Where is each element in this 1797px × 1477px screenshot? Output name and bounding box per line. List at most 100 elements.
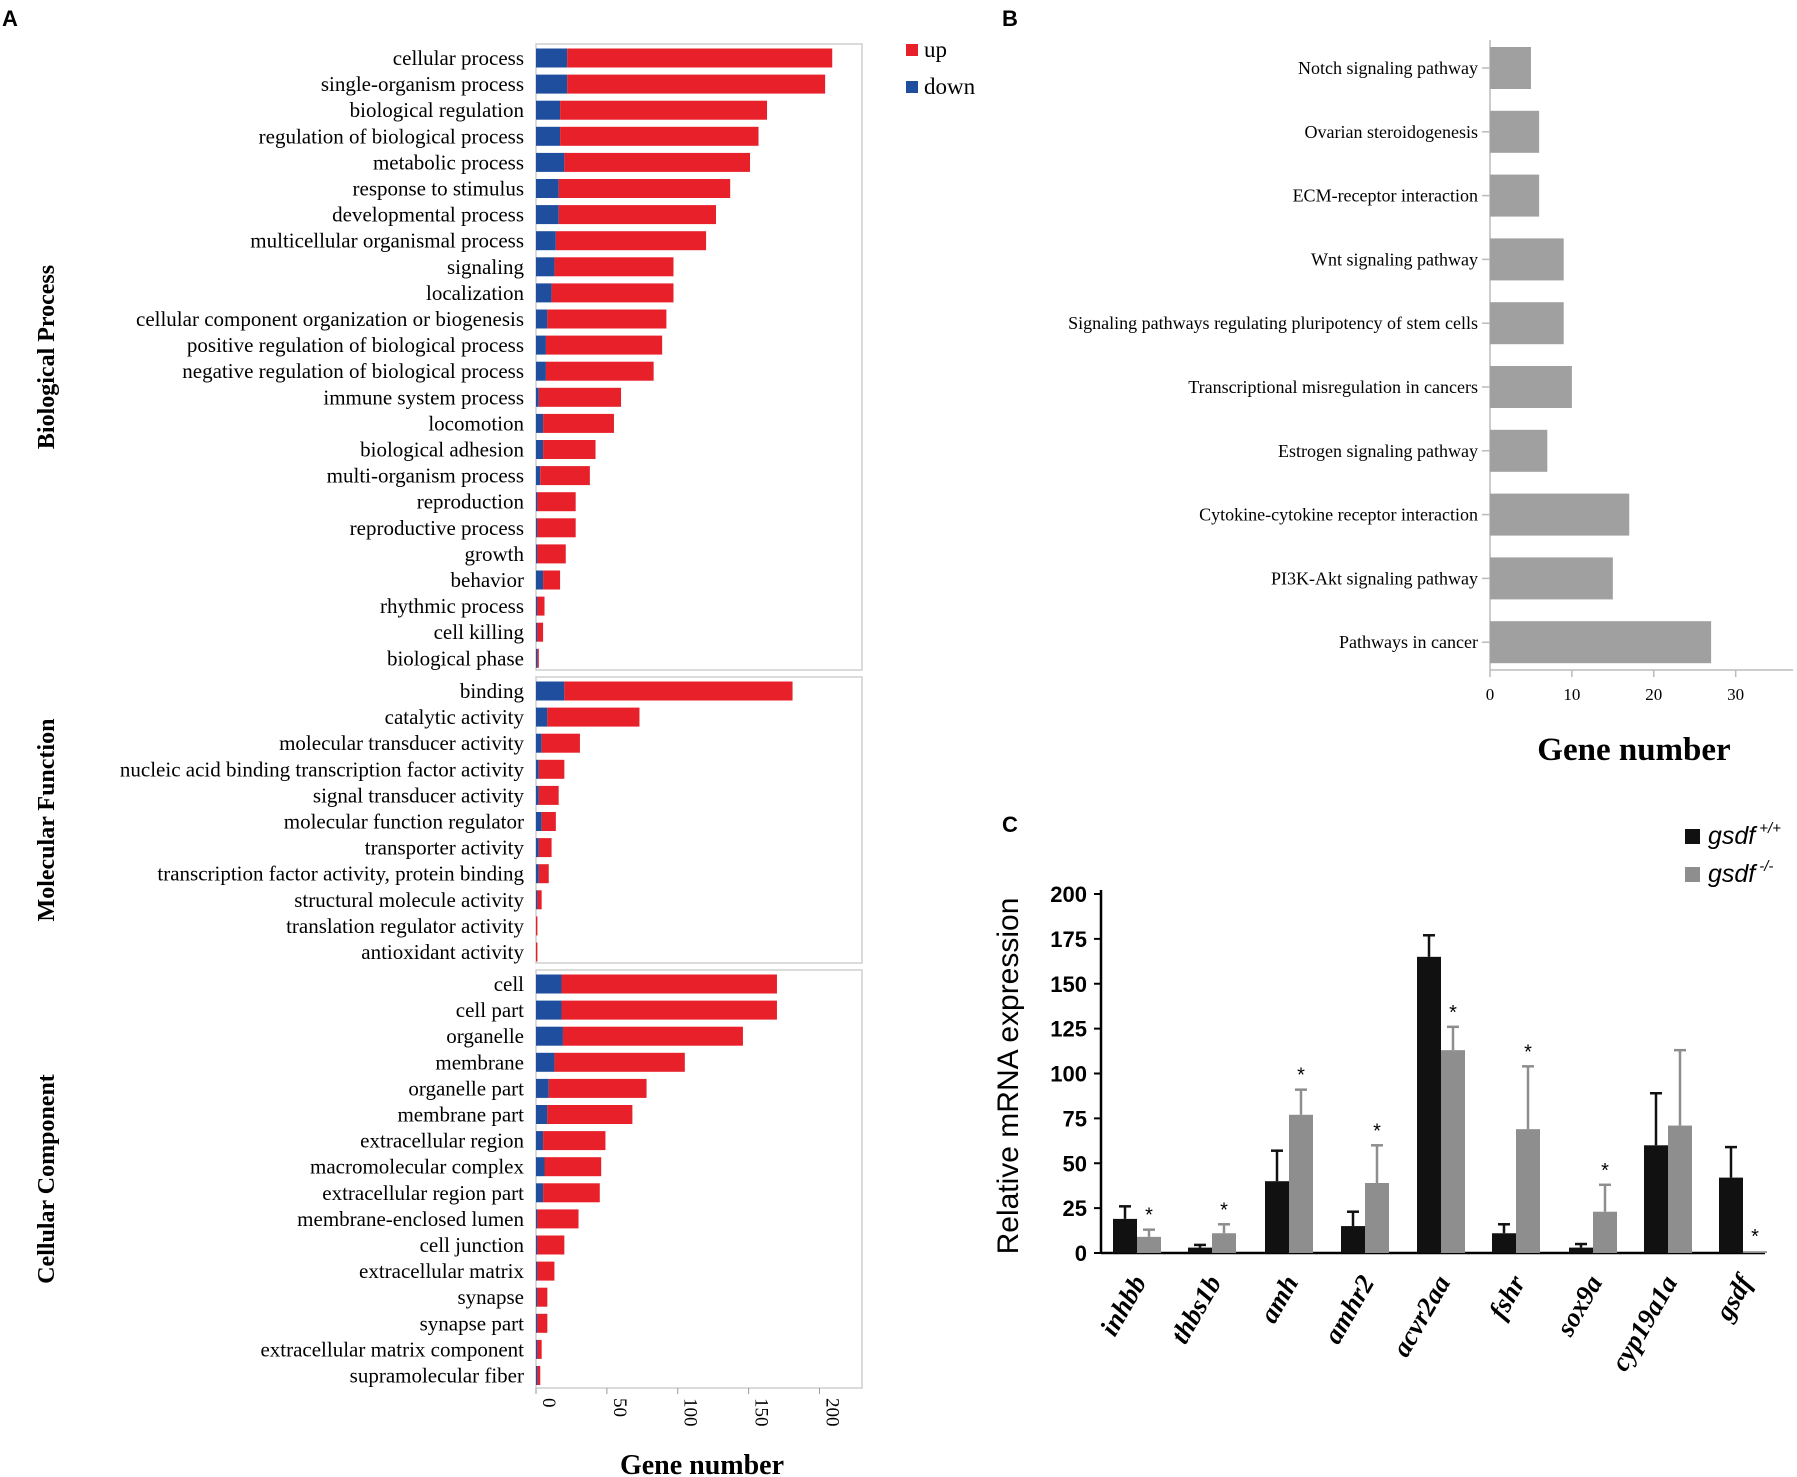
bar-up	[540, 466, 590, 486]
bar-up	[537, 1339, 542, 1359]
group-label: Biological Process	[34, 265, 60, 449]
bar	[1490, 493, 1630, 536]
bar-down	[536, 179, 559, 198]
bar-up	[555, 231, 707, 251]
legend-label-2: gsdf -/-	[1708, 858, 1773, 888]
bar-up	[544, 1157, 602, 1177]
x-tick-label: amhr2	[1317, 1270, 1380, 1349]
bar-up	[562, 1026, 743, 1046]
bar-down	[536, 1339, 538, 1359]
category-label: Wnt signaling pathway	[1311, 249, 1478, 269]
bar-up	[554, 257, 674, 277]
bar-series-1	[1265, 1181, 1289, 1253]
bar	[1490, 174, 1540, 217]
bar-down	[536, 570, 544, 590]
bar-up	[545, 361, 654, 381]
bar-up	[547, 707, 640, 727]
significance-marker: *	[1297, 1065, 1305, 1087]
bar-down	[536, 1000, 562, 1020]
bar-down	[536, 1157, 545, 1177]
panel-label-c: C	[1002, 812, 1018, 837]
bar-up	[537, 1261, 555, 1281]
category-label: reproductive process	[350, 516, 524, 540]
significance-marker: *	[1220, 1199, 1228, 1221]
category-label: extracellular matrix component	[260, 1337, 524, 1361]
bar-up	[538, 387, 622, 407]
category-label: growth	[465, 542, 525, 566]
bar-up	[538, 759, 565, 779]
bar-series-1	[1492, 1233, 1516, 1253]
bar-down	[536, 681, 565, 701]
category-label: biological phase	[387, 646, 524, 670]
bar-down	[536, 492, 538, 512]
bar-up	[543, 1183, 600, 1203]
bar-series-2	[1365, 1182, 1389, 1253]
bar-up	[561, 974, 777, 994]
category-label: Estrogen signaling pathway	[1278, 441, 1478, 461]
category-label: extracellular region	[360, 1129, 524, 1153]
y-tick-label: 150	[1050, 972, 1087, 997]
bar-series-1	[1644, 1145, 1668, 1253]
category-label: supramolecular fiber	[350, 1364, 524, 1388]
bar-up	[538, 838, 552, 858]
bar-series-2	[1212, 1233, 1236, 1253]
panel-label-b: B	[1002, 6, 1018, 31]
category-label: extracellular matrix	[359, 1259, 524, 1283]
significance-marker: *	[1524, 1041, 1532, 1063]
legend-swatch-1	[1685, 829, 1700, 844]
x-tick-label: sox9a	[1549, 1270, 1608, 1342]
y-tick-label: 175	[1050, 927, 1087, 952]
category-label: behavior	[451, 568, 524, 592]
significance-marker: *	[1601, 1160, 1609, 1182]
bar-up	[548, 1078, 647, 1098]
bar-down	[536, 257, 555, 277]
bar-down	[536, 231, 556, 251]
x-tick-label: 100	[680, 1398, 701, 1427]
category-label: Transcriptional misregulation in cancers	[1188, 377, 1478, 397]
category-label: Pathways in cancer	[1339, 632, 1478, 652]
category-label: negative regulation of biological proces…	[182, 359, 524, 383]
x-tick-label: fshr	[1483, 1270, 1532, 1324]
y-tick-label: 125	[1050, 1017, 1087, 1042]
bar-down	[536, 1183, 544, 1203]
category-label: multi-organism process	[327, 464, 524, 488]
category-label: Cytokine-cytokine receptor interaction	[1199, 505, 1478, 525]
category-label: structural molecule activity	[294, 888, 524, 912]
category-label: cellular component organization or bioge…	[136, 307, 524, 331]
bar-up	[543, 570, 561, 590]
bar	[1490, 429, 1548, 472]
x-tick-label: inhbb	[1094, 1270, 1152, 1341]
x-tick-label: 10	[1563, 685, 1580, 704]
bar-up	[537, 890, 542, 910]
category-label: transcription factor activity, protein b…	[157, 862, 524, 886]
panel-c-qpcr-chart: 0 25 50 75 100 125 150 175 200 Relative mRNA expr…	[992, 820, 1781, 1376]
bar-up	[537, 1366, 541, 1385]
bar-down	[536, 1026, 563, 1046]
bar-down	[536, 335, 546, 355]
bar	[1490, 110, 1540, 153]
bar-up	[560, 100, 768, 120]
bar-up	[547, 1105, 633, 1124]
bar-down	[536, 596, 538, 616]
bar-series-1	[1341, 1226, 1365, 1253]
bar-up	[561, 1000, 777, 1020]
legend-swatch-2	[1685, 867, 1700, 882]
y-tick-label: 50	[1063, 1151, 1087, 1176]
bar-up	[537, 622, 544, 642]
bar-up	[537, 544, 566, 564]
bar-series-1	[1188, 1247, 1212, 1253]
legend-swatch-down	[906, 81, 918, 93]
bar-down	[536, 864, 539, 884]
bar-down	[536, 466, 541, 486]
bar-series-1	[1719, 1177, 1743, 1253]
bar-down	[536, 152, 565, 172]
bar-series-1	[1569, 1247, 1593, 1253]
bar-up	[564, 681, 793, 701]
bar-up	[536, 942, 538, 962]
category-label: response to stimulus	[353, 177, 525, 201]
legend-swatch-up	[906, 44, 918, 56]
bar-down	[536, 1261, 538, 1281]
bar-down	[536, 387, 539, 407]
bar-up	[560, 126, 759, 146]
category-label: macromolecular complex	[310, 1155, 524, 1179]
